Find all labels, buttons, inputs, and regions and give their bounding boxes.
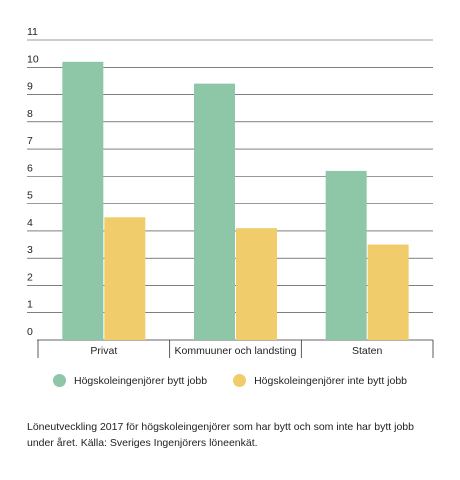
legend-label-bytt-jobb: Högskoleingenjörer bytt jobb [73, 374, 208, 387]
x-category-label-1: Kommuuner och landsting [175, 345, 297, 357]
chart-caption: Löneutveckling 2017 för högskoleingenjör… [27, 421, 414, 449]
y-tick-label-2: 2 [27, 271, 33, 283]
y-tick-label-11: 11 [27, 26, 38, 38]
bar-chart: 0 1 2 3 4 5 6 7 8 9 10 11 Privat Kommuuner och landst… [27, 26, 434, 358]
y-tick-label-5: 5 [27, 190, 33, 202]
bar-inte-bytt-jobb-1 [236, 228, 277, 340]
chart-legend: Högskoleingenjörer bytt jobb Högskoleing… [0, 374, 460, 387]
legend-item-inte-bytt-jobb: Högskoleingenjörer inte bytt jobb [233, 374, 407, 387]
y-tick-label-6: 6 [27, 162, 33, 174]
legend-label-inte-bytt-jobb: Högskoleingenjörer inte bytt jobb [254, 374, 408, 387]
bar-bytt-jobb-0 [62, 61, 104, 341]
bar-inte-bytt-jobb-0 [104, 217, 146, 340]
legend-item-bytt-jobb: Högskoleingenjörer bytt jobb [52, 374, 208, 387]
y-tick-label-1: 1 [27, 299, 33, 311]
bar-inte-bytt-jobb-2 [367, 244, 409, 340]
bar-bytt-jobb-1 [194, 83, 235, 341]
x-category-label-2: Staten [352, 345, 383, 357]
legend-swatch-bytt-jobb [52, 374, 66, 387]
y-tick-label-4: 4 [27, 217, 33, 229]
y-tick-label-8: 8 [27, 108, 33, 120]
x-category-label-0: Privat [90, 345, 117, 357]
y-tick-label-0: 0 [27, 326, 33, 338]
bar-bytt-jobb-2 [325, 170, 367, 340]
y-tick-label-3: 3 [27, 244, 33, 256]
y-tick-label-9: 9 [27, 81, 33, 93]
y-tick-label-7: 7 [27, 135, 33, 147]
y-tick-label-10: 10 [27, 53, 39, 65]
legend-swatch-inte-bytt-jobb [233, 374, 247, 387]
